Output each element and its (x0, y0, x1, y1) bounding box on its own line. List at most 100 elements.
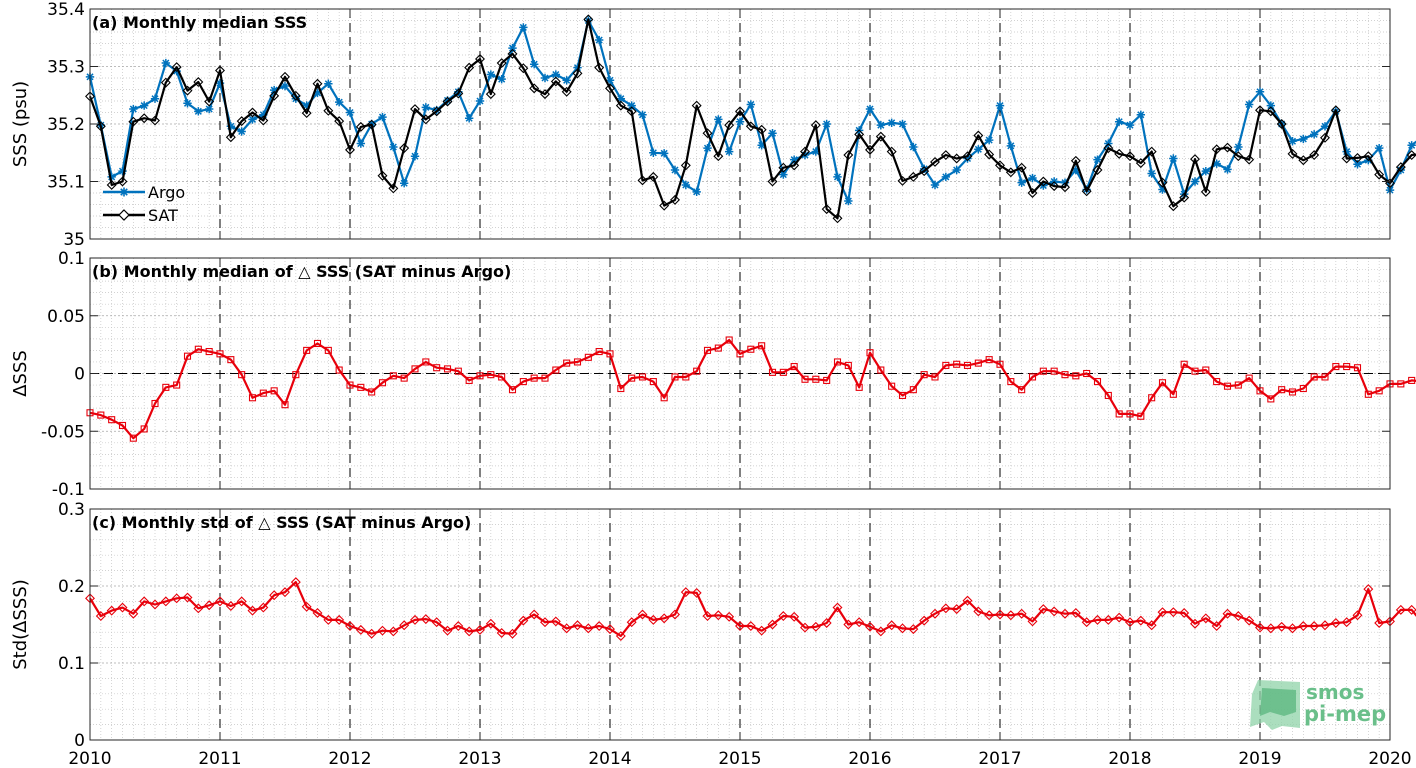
logo-emblem-inner (1260, 688, 1296, 716)
y-tick-label: 0 (74, 365, 85, 385)
data-point (963, 361, 972, 369)
data-point (888, 382, 896, 390)
y-tick-label: 35.4 (47, 0, 85, 20)
data-point (810, 621, 821, 632)
data-point (844, 196, 853, 206)
data-point (498, 373, 506, 381)
data-point (139, 596, 150, 607)
data-point (225, 601, 236, 611)
data-point (724, 120, 735, 131)
data-point (1222, 608, 1233, 619)
data-point (508, 386, 517, 394)
data-point (1395, 604, 1406, 615)
data-point (507, 48, 518, 59)
data-point (724, 147, 734, 156)
data-point (1245, 374, 1253, 382)
data-point (909, 386, 917, 394)
x-tick-label: 2016 (848, 749, 891, 768)
data-point (238, 371, 246, 379)
data-point (812, 375, 820, 383)
data-point (399, 143, 410, 154)
data-point (95, 121, 106, 132)
data-point (399, 620, 410, 631)
data-point (1363, 584, 1374, 595)
data-point (313, 88, 322, 98)
data-point (1299, 384, 1307, 393)
data-point (724, 611, 735, 622)
data-point (216, 350, 224, 358)
data-point (887, 118, 896, 128)
data-point (974, 359, 982, 367)
data-point (877, 366, 885, 374)
y-tick-label: 0.3 (58, 500, 85, 520)
data-point (680, 587, 691, 598)
data-point (1364, 390, 1372, 398)
y-tick-label: 35 (63, 230, 85, 250)
data-point (323, 614, 334, 625)
data-point (1006, 141, 1016, 151)
data-point (908, 171, 919, 182)
logo-text-pimep: pi-mep (1304, 702, 1386, 726)
data-point (139, 101, 149, 110)
data-point (811, 147, 821, 156)
data-point (1049, 606, 1060, 617)
data-point (594, 62, 605, 73)
data-point (605, 83, 615, 94)
data-point (1309, 130, 1319, 139)
data-point (1265, 106, 1276, 117)
data-point (540, 617, 550, 628)
data-point (1190, 177, 1200, 186)
data-point (951, 604, 962, 615)
data-point (628, 374, 636, 382)
data-point (865, 144, 875, 155)
data-point (420, 114, 431, 125)
data-point (1202, 366, 1210, 374)
data-point (226, 122, 236, 131)
data-point (833, 172, 842, 182)
data-point (519, 23, 528, 32)
data-point (194, 345, 202, 353)
data-point (118, 421, 127, 430)
data-point (616, 94, 626, 103)
data-point (573, 358, 582, 366)
data-point (1234, 381, 1242, 389)
data-point (1126, 410, 1134, 418)
data-point (1180, 360, 1188, 368)
data-point (550, 76, 561, 87)
data-point (129, 104, 138, 114)
data-point (433, 364, 441, 372)
data-point (227, 356, 235, 364)
data-point (605, 76, 615, 85)
data-point (540, 89, 550, 100)
data-point (443, 365, 452, 373)
data-point (334, 97, 344, 107)
data-point (1276, 621, 1287, 632)
x-tick-label: 2010 (68, 749, 111, 768)
data-point (756, 625, 767, 636)
data-point (312, 78, 323, 89)
data-point (659, 200, 670, 211)
data-point (942, 361, 950, 369)
legend-entry-sat: SAT (103, 206, 178, 225)
data-point (962, 151, 973, 162)
data-point (129, 434, 137, 442)
data-point (1321, 373, 1329, 381)
data-point (1146, 620, 1157, 631)
data-point (1005, 167, 1016, 178)
data-point (1200, 613, 1211, 624)
data-point (1352, 610, 1363, 621)
data-point (1158, 185, 1167, 194)
data-point (204, 104, 214, 114)
data-point (204, 96, 215, 107)
data-point (1352, 152, 1363, 163)
data-point (1212, 159, 1221, 168)
data-point (1190, 154, 1200, 165)
series-line (89, 338, 1416, 440)
data-point (324, 79, 333, 88)
data-point (930, 608, 940, 619)
data-point (530, 374, 538, 382)
data-point (215, 65, 225, 76)
data-point (735, 117, 745, 126)
data-point (1320, 122, 1330, 131)
data-point (160, 596, 171, 607)
